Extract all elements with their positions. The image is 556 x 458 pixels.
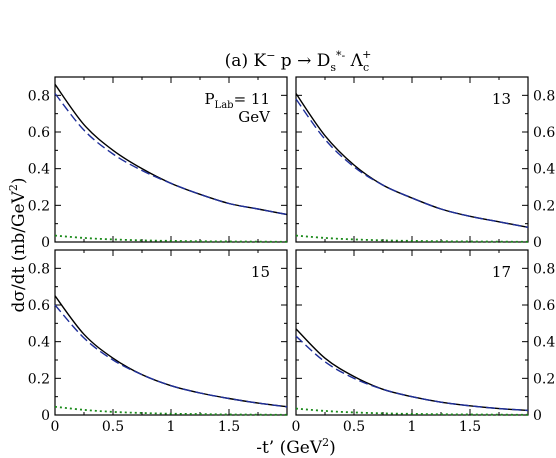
panel-3-series-dotted	[295, 407, 529, 416]
panel-0-ytick-label-2: 0.4	[28, 162, 50, 178]
panel-2-series-dashed	[54, 304, 288, 408]
panel-2-series-total	[54, 295, 288, 408]
panel-0-ytick-label-0: 0	[41, 235, 50, 251]
panel-1-ytick-label-4: 0.8	[533, 88, 555, 104]
panel-3-label: 17	[492, 263, 511, 281]
panel-2-series-dotted	[54, 405, 288, 416]
panel-3-ytick-label-0: 0	[533, 408, 542, 424]
panel-1-ytick-label-1: 0.2	[533, 198, 555, 214]
panel-2-xtick-label-1: 0.5	[102, 419, 124, 435]
panel-3-ytick-label-3: 0.6	[533, 298, 555, 314]
panel-2-ytick-label-3: 0.6	[28, 298, 50, 314]
panel-plab-17: 0 0.2 0.4 0.6 0.8 0 0.5 1 1.5	[292, 249, 555, 435]
panel-1-ytick-label-0: 0	[533, 235, 542, 251]
panel-1-series-dotted	[295, 234, 529, 243]
panel-3-xtick-label-3: 1.5	[459, 419, 481, 435]
panel-1-series-total	[295, 93, 529, 229]
panel-3-xtick-label-0: 0	[292, 419, 301, 435]
panel-0-label: PLab= 11	[204, 90, 270, 111]
panel-0-series-dotted	[54, 234, 288, 243]
panel-2-ytick-label-1: 0.2	[28, 371, 50, 387]
panel-0-ytick-label-3: 0.6	[28, 125, 50, 141]
panel-3-ytick-label-4: 0.8	[533, 261, 555, 277]
panel-0-unit: GeV	[238, 108, 271, 126]
panel-1-label: 13	[492, 90, 511, 108]
panel-plab-15: 0 0.2 0.4 0.6 0.8 0 0.5 1 1.5	[28, 249, 288, 435]
panel-2-label: 15	[251, 263, 270, 281]
panel-3-ytick-label-1: 0.2	[533, 371, 555, 387]
panel-plab-13: 0 0.2 0.4 0.6 0.8	[295, 76, 555, 251]
panel-1-ytick-label-2: 0.4	[533, 162, 555, 178]
panel-2-ytick-label-2: 0.4	[28, 335, 50, 351]
panel-2-ytick-label-4: 0.8	[28, 261, 50, 277]
panel-2-xtick-label-2: 1	[167, 419, 176, 435]
x-axis-title: -t’ (GeV2)	[256, 436, 336, 458]
panel-0-series-dashed	[54, 93, 288, 216]
panel-0-ytick-label-4: 0.8	[28, 88, 50, 104]
panel-2-xtick-label-0: 0	[51, 419, 60, 435]
panel-1-series-dashed	[295, 98, 529, 229]
chart-title: (a) K− p → Ds*- Λc+	[225, 48, 372, 74]
panel-plab-11: 0 0.2 0.4 0.6 0.8	[28, 76, 288, 251]
y-axis-title: dσ/dt (nb/GeV2)	[7, 177, 29, 312]
panel-3-series-total	[295, 328, 529, 412]
panel-3-xtick-label-1: 0.5	[343, 419, 365, 435]
panel-0-ytick-label-1: 0.2	[28, 198, 50, 214]
panel-1-ytick-label-3: 0.6	[533, 125, 555, 141]
panel-2-ytick-label-0: 0	[41, 408, 50, 424]
panel-3-ytick-label-2: 0.4	[533, 335, 555, 351]
panel-3-series-dashed	[295, 335, 529, 412]
panel-2-xtick-label-3: 1.5	[218, 419, 240, 435]
panel-3-xtick-label-2: 1	[408, 419, 417, 435]
